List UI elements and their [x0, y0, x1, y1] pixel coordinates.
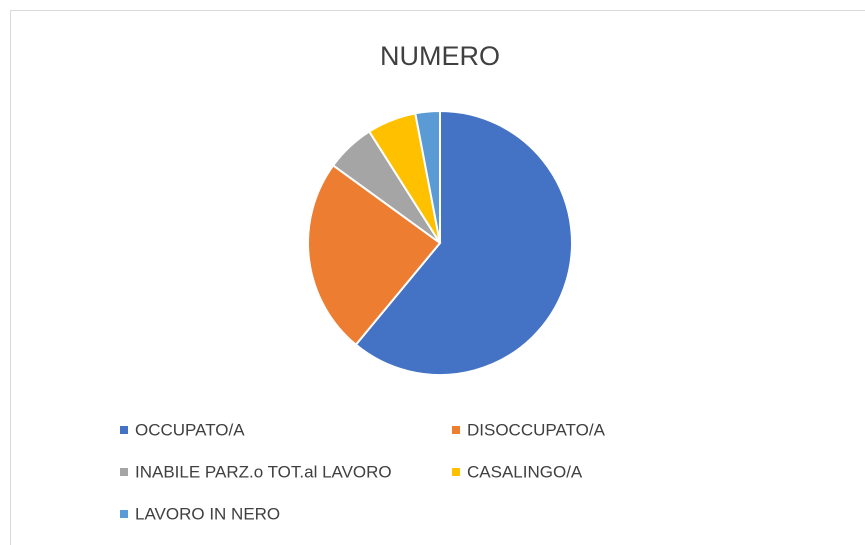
legend-label: CASALINGO/A — [467, 462, 583, 481]
legend-swatch — [452, 468, 460, 476]
pie-slice — [354, 109, 573, 376]
legend-label: INABILE PARZ.o TOT.al LAVORO — [135, 462, 392, 481]
legend-swatch — [120, 468, 128, 476]
legend-label: LAVORO IN NERO — [135, 504, 280, 523]
legend-swatch — [120, 426, 128, 434]
chart-title: NUMERO — [380, 41, 500, 71]
legend-swatch — [120, 510, 128, 518]
legend-label: OCCUPATO/A — [135, 420, 245, 439]
legend-label: DISOCCUPATO/A — [467, 420, 606, 439]
pie-slice — [307, 164, 442, 347]
pie-slice — [414, 109, 441, 244]
legend-swatch — [452, 426, 460, 434]
